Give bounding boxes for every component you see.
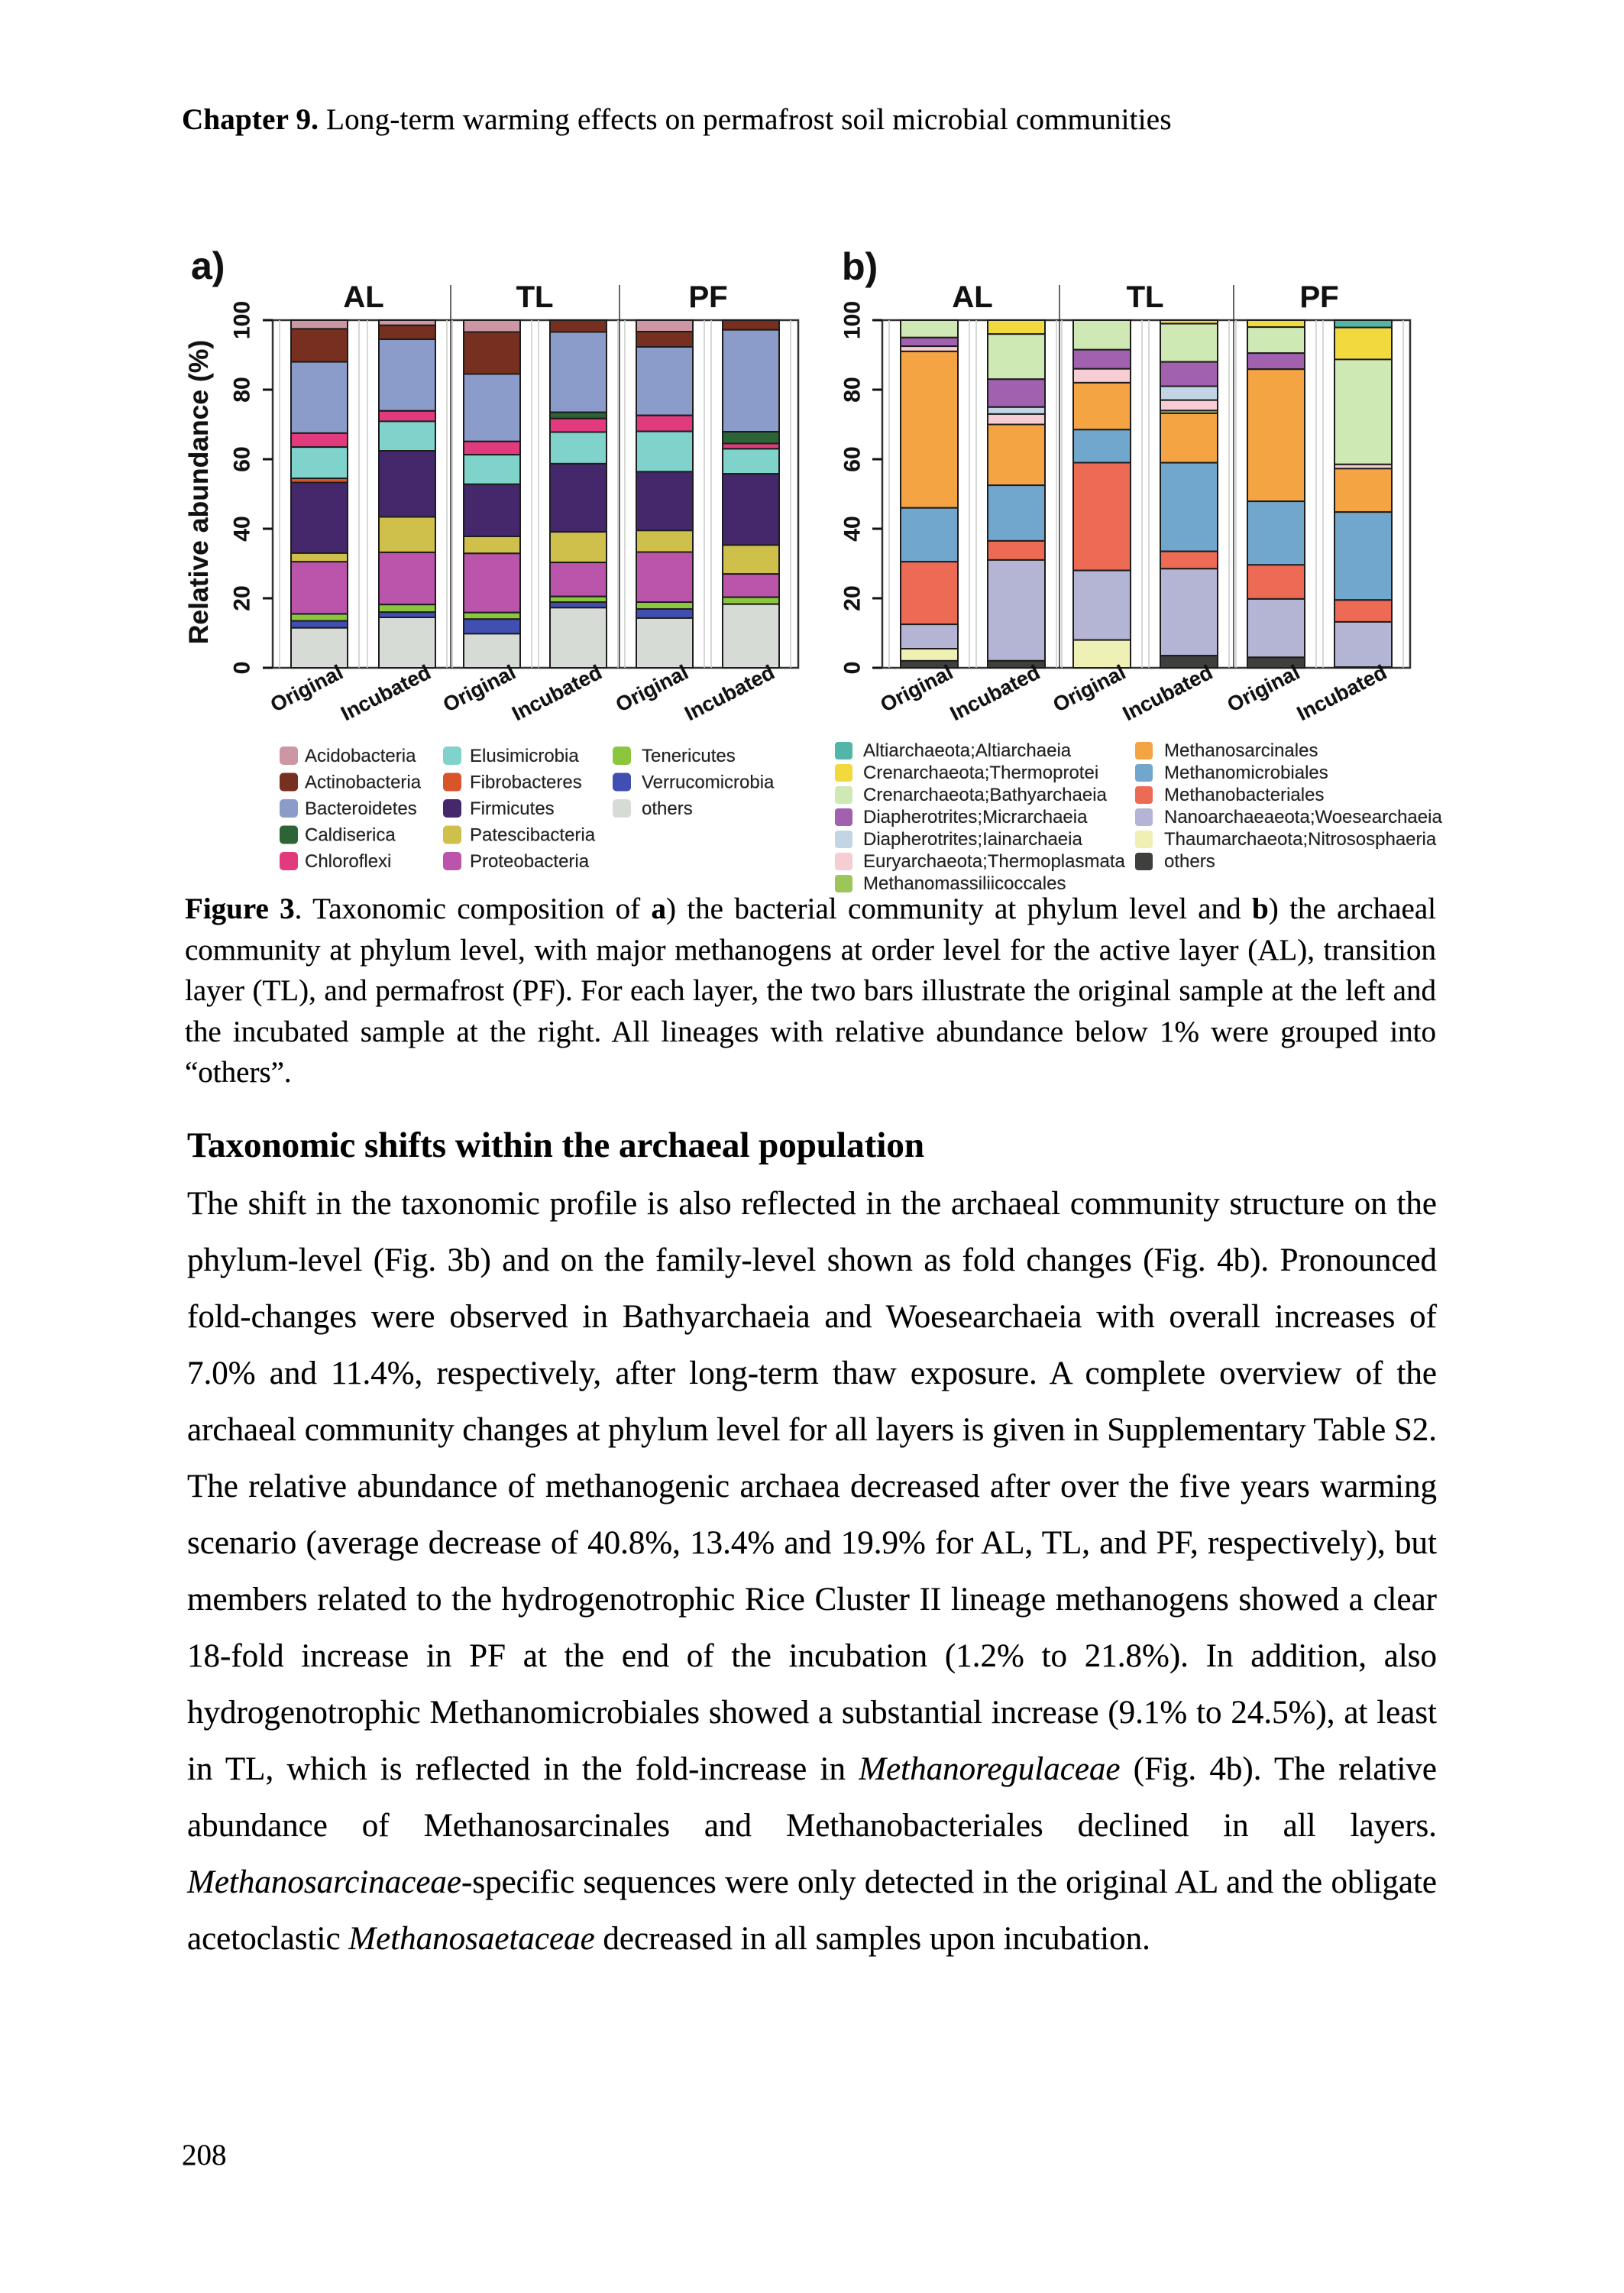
svg-text:Verrucomicrobia: Verrucomicrobia — [642, 772, 775, 793]
svg-text:Acidobacteria: Acidobacteria — [305, 746, 416, 766]
svg-text:others: others — [642, 798, 693, 819]
svg-text:80: 80 — [840, 377, 865, 402]
svg-text:PF: PF — [688, 280, 727, 314]
svg-text:Original: Original — [612, 661, 692, 717]
svg-text:Diapherotrites;Iainarchaeia: Diapherotrites;Iainarchaeia — [863, 829, 1082, 850]
svg-text:Firmicutes: Firmicutes — [470, 798, 555, 819]
svg-text:Altiarchaeota;Altiarchaeia: Altiarchaeota;Altiarchaeia — [863, 740, 1072, 761]
svg-text:Incubated: Incubated — [337, 661, 434, 726]
svg-text:Elusimicrobia: Elusimicrobia — [470, 746, 579, 766]
svg-text:Original: Original — [439, 661, 519, 717]
svg-text:TL: TL — [1127, 280, 1164, 314]
svg-text:Diapherotrites;Micrarchaeia: Diapherotrites;Micrarchaeia — [863, 807, 1088, 827]
svg-text:Methanobacteriales: Methanobacteriales — [1164, 785, 1324, 805]
svg-text:Methanomicrobiales: Methanomicrobiales — [1164, 763, 1328, 783]
svg-text:100: 100 — [230, 301, 255, 339]
svg-text:Fibrobacteres: Fibrobacteres — [470, 772, 582, 793]
svg-text:Caldiserica: Caldiserica — [305, 825, 396, 846]
svg-text:Original: Original — [1050, 661, 1130, 717]
svg-text:Relative abundance (%): Relative abundance (%) — [183, 340, 214, 645]
svg-text:others: others — [1164, 851, 1215, 872]
svg-text:Crenarchaeota;Thermoprotei: Crenarchaeota;Thermoprotei — [863, 763, 1098, 783]
svg-text:b): b) — [842, 245, 878, 288]
svg-text:Methanosarcinales: Methanosarcinales — [1164, 740, 1318, 761]
svg-text:Euryarchaeota;Thermoplasmata: Euryarchaeota;Thermoplasmata — [863, 851, 1125, 872]
svg-text:Original: Original — [877, 661, 957, 717]
svg-text:AL: AL — [952, 280, 992, 314]
svg-text:TL: TL — [516, 280, 554, 314]
svg-text:60: 60 — [230, 446, 255, 471]
svg-text:Thaumarchaeota;Nitrososphaeria: Thaumarchaeota;Nitrososphaeria — [1164, 829, 1437, 850]
svg-text:0: 0 — [840, 662, 865, 675]
svg-text:a): a) — [191, 245, 225, 287]
svg-text:Incubated: Incubated — [508, 661, 605, 726]
svg-text:20: 20 — [230, 585, 255, 610]
svg-text:Tenericutes: Tenericutes — [642, 746, 736, 766]
svg-text:80: 80 — [230, 377, 255, 402]
svg-text:AL: AL — [343, 280, 383, 314]
svg-text:60: 60 — [840, 446, 865, 471]
svg-text:Actinobacteria: Actinobacteria — [305, 772, 422, 793]
svg-text:Incubated: Incubated — [681, 661, 778, 726]
svg-text:Crenarchaeota;Bathyarchaeia: Crenarchaeota;Bathyarchaeia — [863, 785, 1108, 805]
svg-text:Patescibacteria: Patescibacteria — [470, 825, 596, 846]
svg-text:Original: Original — [267, 661, 347, 717]
svg-text:Nanoarchaeaeota;Woesearchaeia: Nanoarchaeaeota;Woesearchaeia — [1164, 807, 1442, 827]
svg-text:Proteobacteria: Proteobacteria — [470, 851, 590, 872]
svg-text:20: 20 — [840, 585, 865, 610]
svg-text:Bacteroidetes: Bacteroidetes — [305, 798, 417, 819]
svg-text:Incubated: Incubated — [946, 661, 1043, 726]
svg-text:40: 40 — [230, 516, 255, 541]
svg-text:0: 0 — [230, 662, 255, 675]
svg-text:40: 40 — [840, 516, 865, 541]
svg-text:100: 100 — [840, 301, 865, 339]
svg-text:Incubated: Incubated — [1119, 661, 1216, 726]
svg-text:Chloroflexi: Chloroflexi — [305, 851, 391, 872]
svg-text:Incubated: Incubated — [1293, 661, 1390, 726]
svg-text:Methanomassiliicoccales: Methanomassiliicoccales — [863, 873, 1066, 894]
svg-text:Original: Original — [1224, 661, 1304, 717]
svg-text:PF: PF — [1299, 280, 1338, 314]
